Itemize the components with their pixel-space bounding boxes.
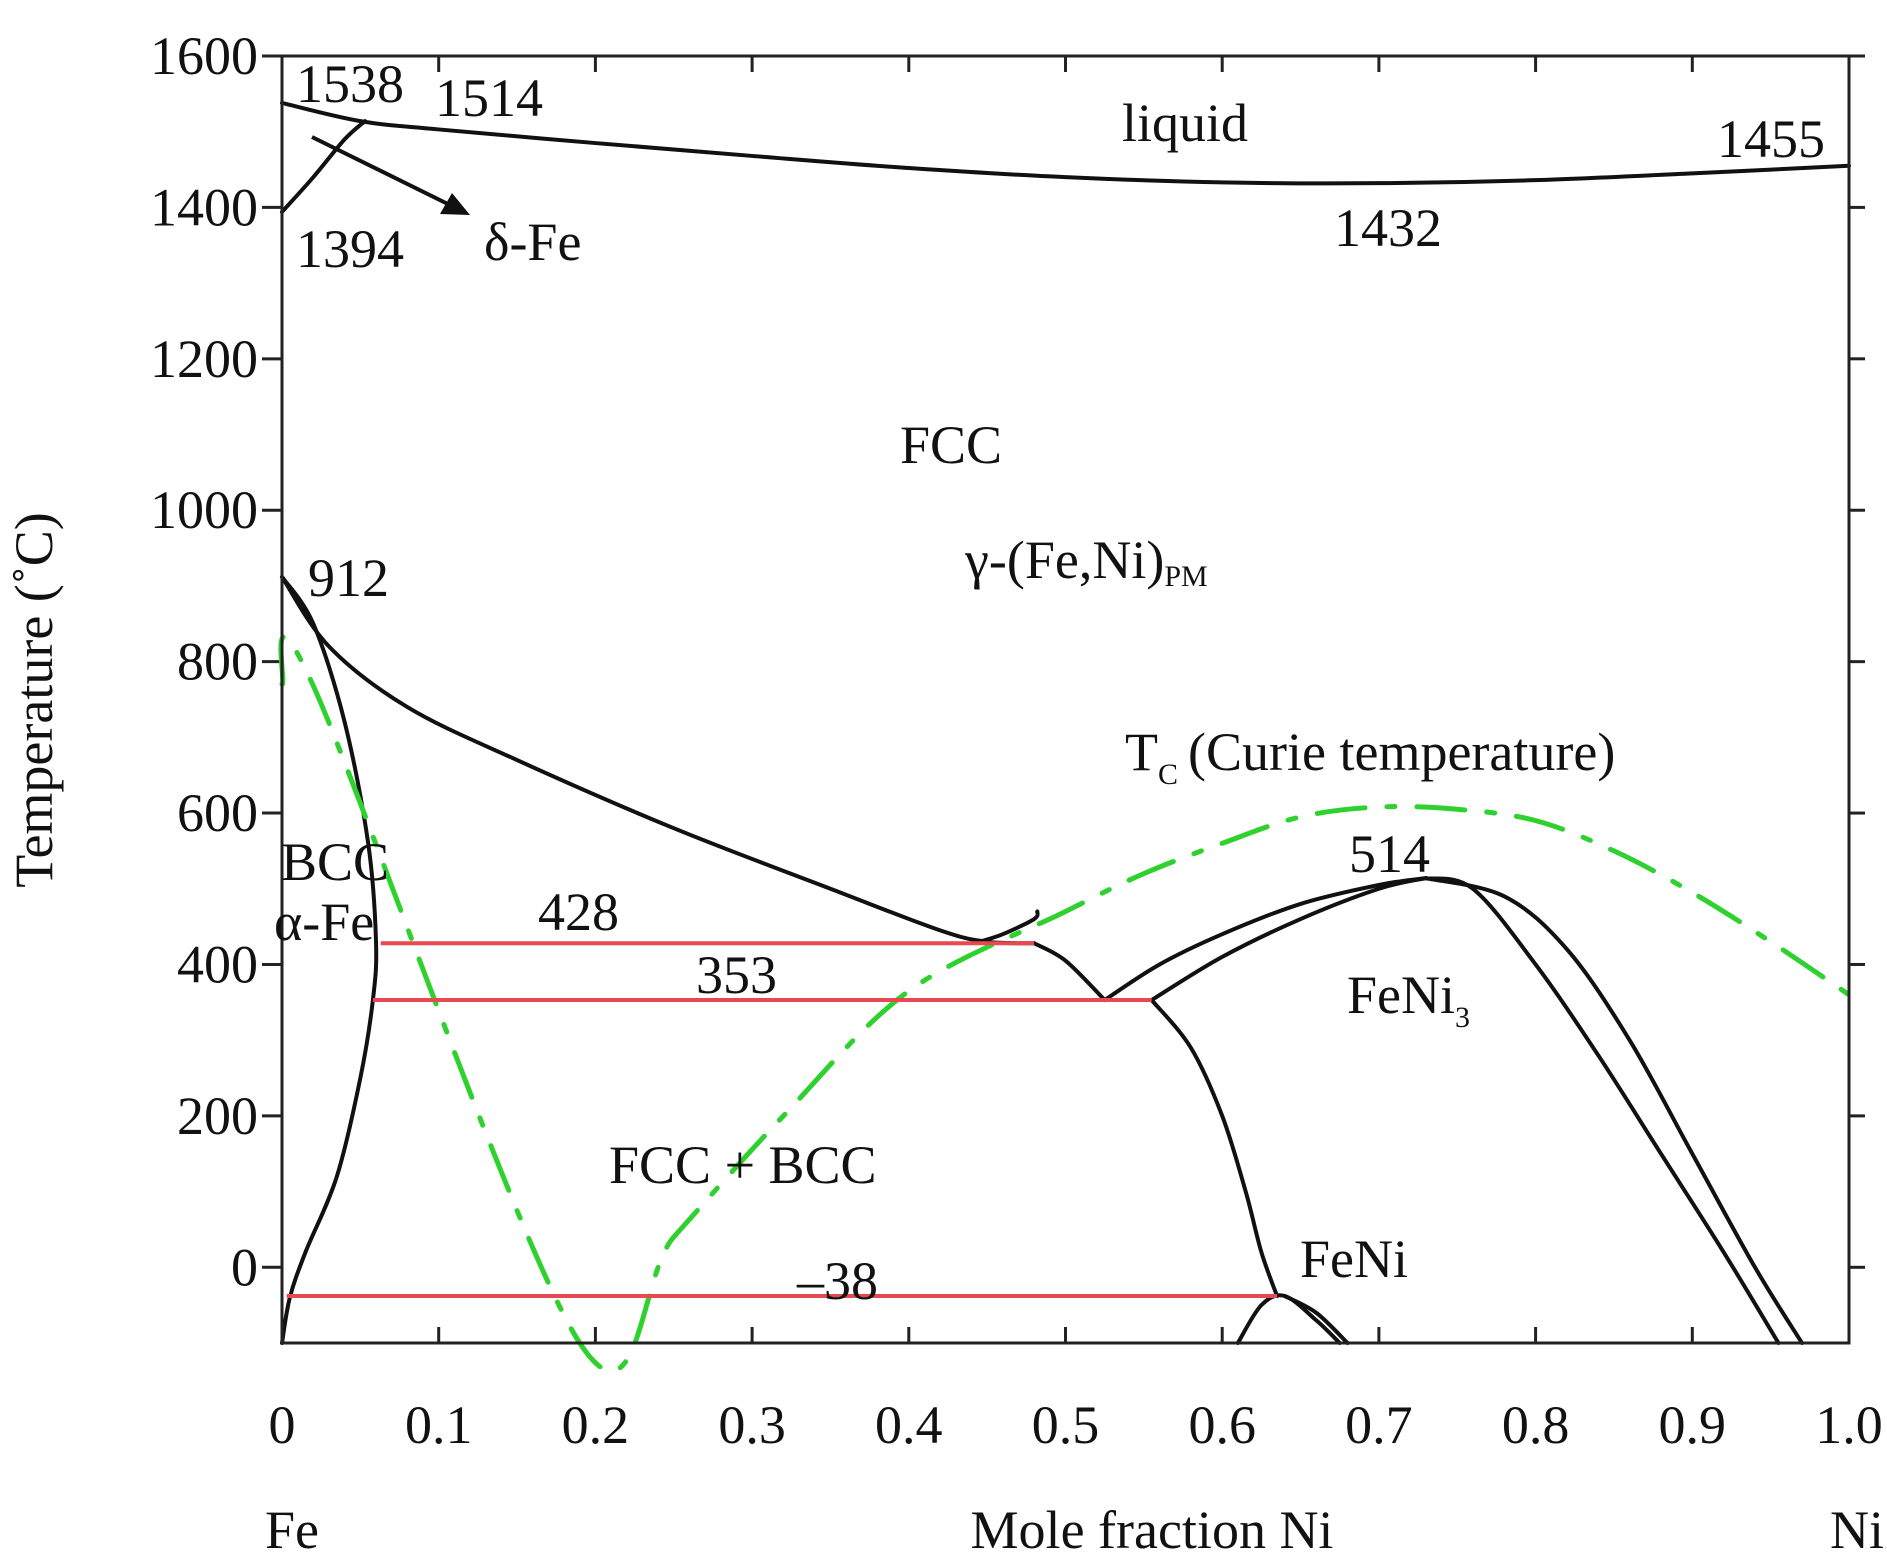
series-boundary-428-to-353 [1032, 941, 1107, 1003]
series-delta-gamma-boundary [280, 119, 368, 214]
x-tick-label: 0.3 [718, 1395, 786, 1455]
tc-main-text: T [1125, 722, 1158, 782]
y-tick-label: 800 [177, 632, 258, 692]
label-gamma-fe-ni: γ-(Fe,Ni)PM [964, 530, 1208, 593]
tick-marks [262, 54, 1865, 1343]
x-tick-label: 0.6 [1188, 1395, 1256, 1455]
series-metastable-boundary [977, 909, 1040, 944]
x-tick-label: 0.4 [875, 1395, 943, 1455]
tc-rest-text: (Curie temperature) [1188, 722, 1615, 782]
label-fcc: FCC [900, 415, 1002, 475]
x-tick-label: 1.0 [1815, 1395, 1883, 1455]
x-tick-label: 0.5 [1032, 1395, 1100, 1455]
label-912: 912 [308, 548, 389, 608]
label-curie: TC (Curie temperature) [1125, 722, 1615, 791]
x-tick-label: 0 [269, 1395, 296, 1455]
delta-fe-arrow-line [311, 135, 459, 211]
x-tick-label: 0.2 [562, 1395, 630, 1455]
series-feni3-left-outer [1102, 876, 1428, 1003]
delta-fe-arrow-head [440, 193, 470, 215]
feni3-subscript: 3 [1455, 1001, 1470, 1034]
y-tick-label: 1600 [150, 26, 258, 86]
series-liquidus [280, 100, 1851, 186]
series-alpha-solvus [280, 574, 379, 1345]
series-feni3-right-outer [1423, 876, 1804, 1345]
y-tick-label: 1000 [150, 480, 258, 540]
label-1538: 1538 [296, 54, 404, 114]
y-tick-label: 400 [177, 934, 258, 994]
series-feni3-left-inner [1149, 876, 1428, 1003]
label-fcc-bcc: FCC + BCC [609, 1135, 877, 1195]
x-end-label-fe: Fe [265, 1500, 319, 1560]
label-514: 514 [1349, 824, 1430, 884]
label-alpha-fe: α-Fe [274, 892, 374, 952]
x-tick-label: 0.1 [405, 1395, 473, 1455]
x-tick-label: 0.7 [1345, 1395, 1413, 1455]
label-1432: 1432 [1334, 198, 1442, 258]
gamma-subscript: PM [1164, 560, 1207, 593]
series-tc-curie-temperature [278, 634, 1852, 1374]
x-tick-label: 0.9 [1659, 1395, 1727, 1455]
tc-subscript: C [1158, 758, 1178, 791]
label-minus-38: –38 [796, 1251, 878, 1311]
label-1394: 1394 [296, 219, 404, 279]
y-tick-label: 1200 [150, 329, 258, 389]
tick-labels: 0 0.1 0.2 0.3 0.4 0.5 0.6 0.7 0.8 0.9 1.0 0 200 400 60… [150, 26, 1883, 1455]
series-feni-lower-line [1282, 1294, 1350, 1345]
label-delta-fe: δ-Fe [484, 212, 581, 272]
y-tick-label: 0 [231, 1237, 258, 1297]
isotherm-lines [286, 941, 1278, 1299]
x-axis-title: Mole fraction Ni [971, 1500, 1334, 1560]
label-1455: 1455 [1717, 109, 1825, 169]
y-tick-label: 200 [177, 1086, 258, 1146]
series-gamma-solvus-912-to-428 [280, 574, 1037, 946]
gamma-main-text: γ-(Fe,Ni) [964, 530, 1164, 590]
label-bcc: BCC [281, 832, 389, 892]
feni3-main-text: FeNi [1347, 965, 1455, 1025]
label-1514: 1514 [435, 68, 543, 128]
y-axis-title: Temperature (˚C) [4, 512, 64, 888]
plot-frame [280, 54, 1851, 1345]
delta-fe-arrow [311, 135, 470, 215]
series-boundary-below-353 [1149, 998, 1280, 1299]
x-tick-label: 0.8 [1502, 1395, 1570, 1455]
phase-curves [278, 100, 1852, 1374]
x-end-label-ni: Ni [1830, 1500, 1884, 1560]
y-tick-label: 600 [177, 783, 258, 843]
series-feni3-right-inner [1423, 876, 1781, 1345]
label-feni3: FeNi3 [1347, 965, 1470, 1034]
label-liquid: liquid [1122, 93, 1248, 153]
label-428: 428 [538, 882, 619, 942]
label-feni: FeNi [1300, 1229, 1408, 1289]
y-tick-label: 1400 [150, 177, 258, 237]
label-353: 353 [696, 945, 777, 1005]
